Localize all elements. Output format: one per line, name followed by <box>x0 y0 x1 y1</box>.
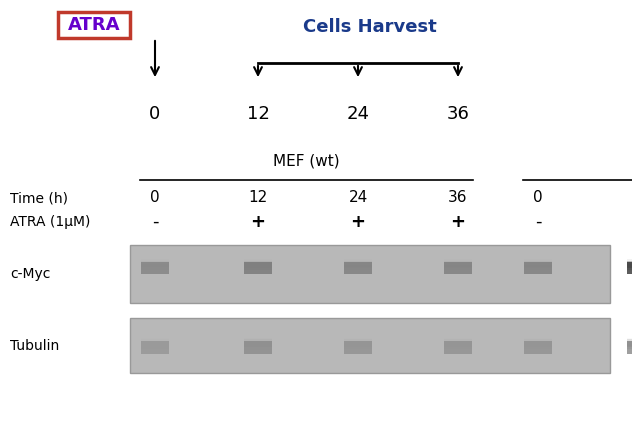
Bar <box>524 340 552 347</box>
Bar <box>244 259 272 265</box>
Bar <box>244 262 272 274</box>
Bar <box>627 340 632 347</box>
Bar <box>244 340 272 353</box>
Bar <box>444 343 472 350</box>
Bar <box>344 342 372 349</box>
Bar <box>524 264 552 270</box>
Bar <box>524 262 552 274</box>
Text: -: - <box>152 213 158 231</box>
Bar <box>524 265 552 271</box>
Bar <box>344 262 372 274</box>
Bar <box>444 262 472 268</box>
Text: MEF (wt): MEF (wt) <box>273 153 340 168</box>
Bar <box>524 343 552 350</box>
Text: Time (h): Time (h) <box>10 191 68 205</box>
Bar <box>444 342 472 349</box>
Bar <box>444 340 472 353</box>
Bar <box>141 264 169 270</box>
Bar <box>524 340 552 353</box>
Bar <box>627 340 632 353</box>
Bar <box>627 337 632 344</box>
Bar <box>524 260 552 267</box>
Bar <box>627 343 632 350</box>
Bar <box>141 259 169 265</box>
Text: MEF (TIS21 KO): MEF (TIS21 KO) <box>631 153 632 168</box>
Text: Cells Harvest: Cells Harvest <box>303 18 437 36</box>
Text: 12: 12 <box>248 191 267 206</box>
Bar <box>344 265 372 271</box>
Text: +: + <box>451 213 466 231</box>
Bar <box>244 339 272 346</box>
Bar <box>627 262 632 268</box>
Bar <box>444 337 472 344</box>
Bar <box>244 343 272 350</box>
Text: 12: 12 <box>246 105 269 123</box>
Bar <box>141 262 169 274</box>
Text: ATRA (1μM): ATRA (1μM) <box>10 215 90 229</box>
Bar <box>244 262 272 268</box>
Text: 36: 36 <box>447 105 470 123</box>
Bar <box>344 264 372 270</box>
Bar <box>344 260 372 267</box>
Bar <box>444 260 472 267</box>
Bar <box>141 340 169 353</box>
Text: +: + <box>250 213 265 231</box>
Text: 0: 0 <box>149 105 161 123</box>
Bar <box>244 337 272 344</box>
Bar <box>627 259 632 265</box>
Bar <box>344 340 372 347</box>
Bar <box>444 262 472 274</box>
Bar <box>627 260 632 267</box>
Bar <box>244 340 272 347</box>
Bar <box>627 262 632 274</box>
Text: ATRA: ATRA <box>68 16 120 34</box>
Bar <box>524 262 552 268</box>
Text: +: + <box>351 213 365 231</box>
Bar <box>627 342 632 349</box>
Bar <box>130 318 610 373</box>
Bar <box>141 337 169 344</box>
Bar <box>524 339 552 346</box>
Bar <box>344 259 372 265</box>
Bar <box>141 260 169 267</box>
Text: 36: 36 <box>448 191 468 206</box>
Bar <box>244 342 272 349</box>
Text: c-Myc: c-Myc <box>10 267 51 281</box>
Bar <box>141 262 169 268</box>
Bar <box>444 264 472 270</box>
Bar <box>627 264 632 270</box>
Bar <box>344 337 372 344</box>
Bar <box>444 265 472 271</box>
Text: 24: 24 <box>346 105 370 123</box>
Bar <box>344 343 372 350</box>
Bar <box>141 339 169 346</box>
Bar <box>244 264 272 270</box>
Bar <box>344 262 372 268</box>
Bar <box>141 342 169 349</box>
Bar <box>141 343 169 350</box>
Bar <box>524 342 552 349</box>
Bar <box>444 339 472 346</box>
Text: 24: 24 <box>348 191 368 206</box>
Bar <box>141 340 169 347</box>
Bar <box>58 12 130 38</box>
Text: Tubulin: Tubulin <box>10 339 59 353</box>
Text: -: - <box>535 213 541 231</box>
Bar <box>344 339 372 346</box>
Bar <box>524 337 552 344</box>
Bar <box>244 260 272 267</box>
Bar <box>141 265 169 271</box>
Text: 0: 0 <box>150 191 160 206</box>
Bar <box>130 245 610 303</box>
Bar <box>444 259 472 265</box>
Text: 0: 0 <box>533 191 543 206</box>
Bar <box>627 339 632 346</box>
Bar <box>444 340 472 347</box>
Bar <box>627 265 632 271</box>
Bar <box>344 340 372 353</box>
Bar <box>524 259 552 265</box>
Bar <box>244 265 272 271</box>
